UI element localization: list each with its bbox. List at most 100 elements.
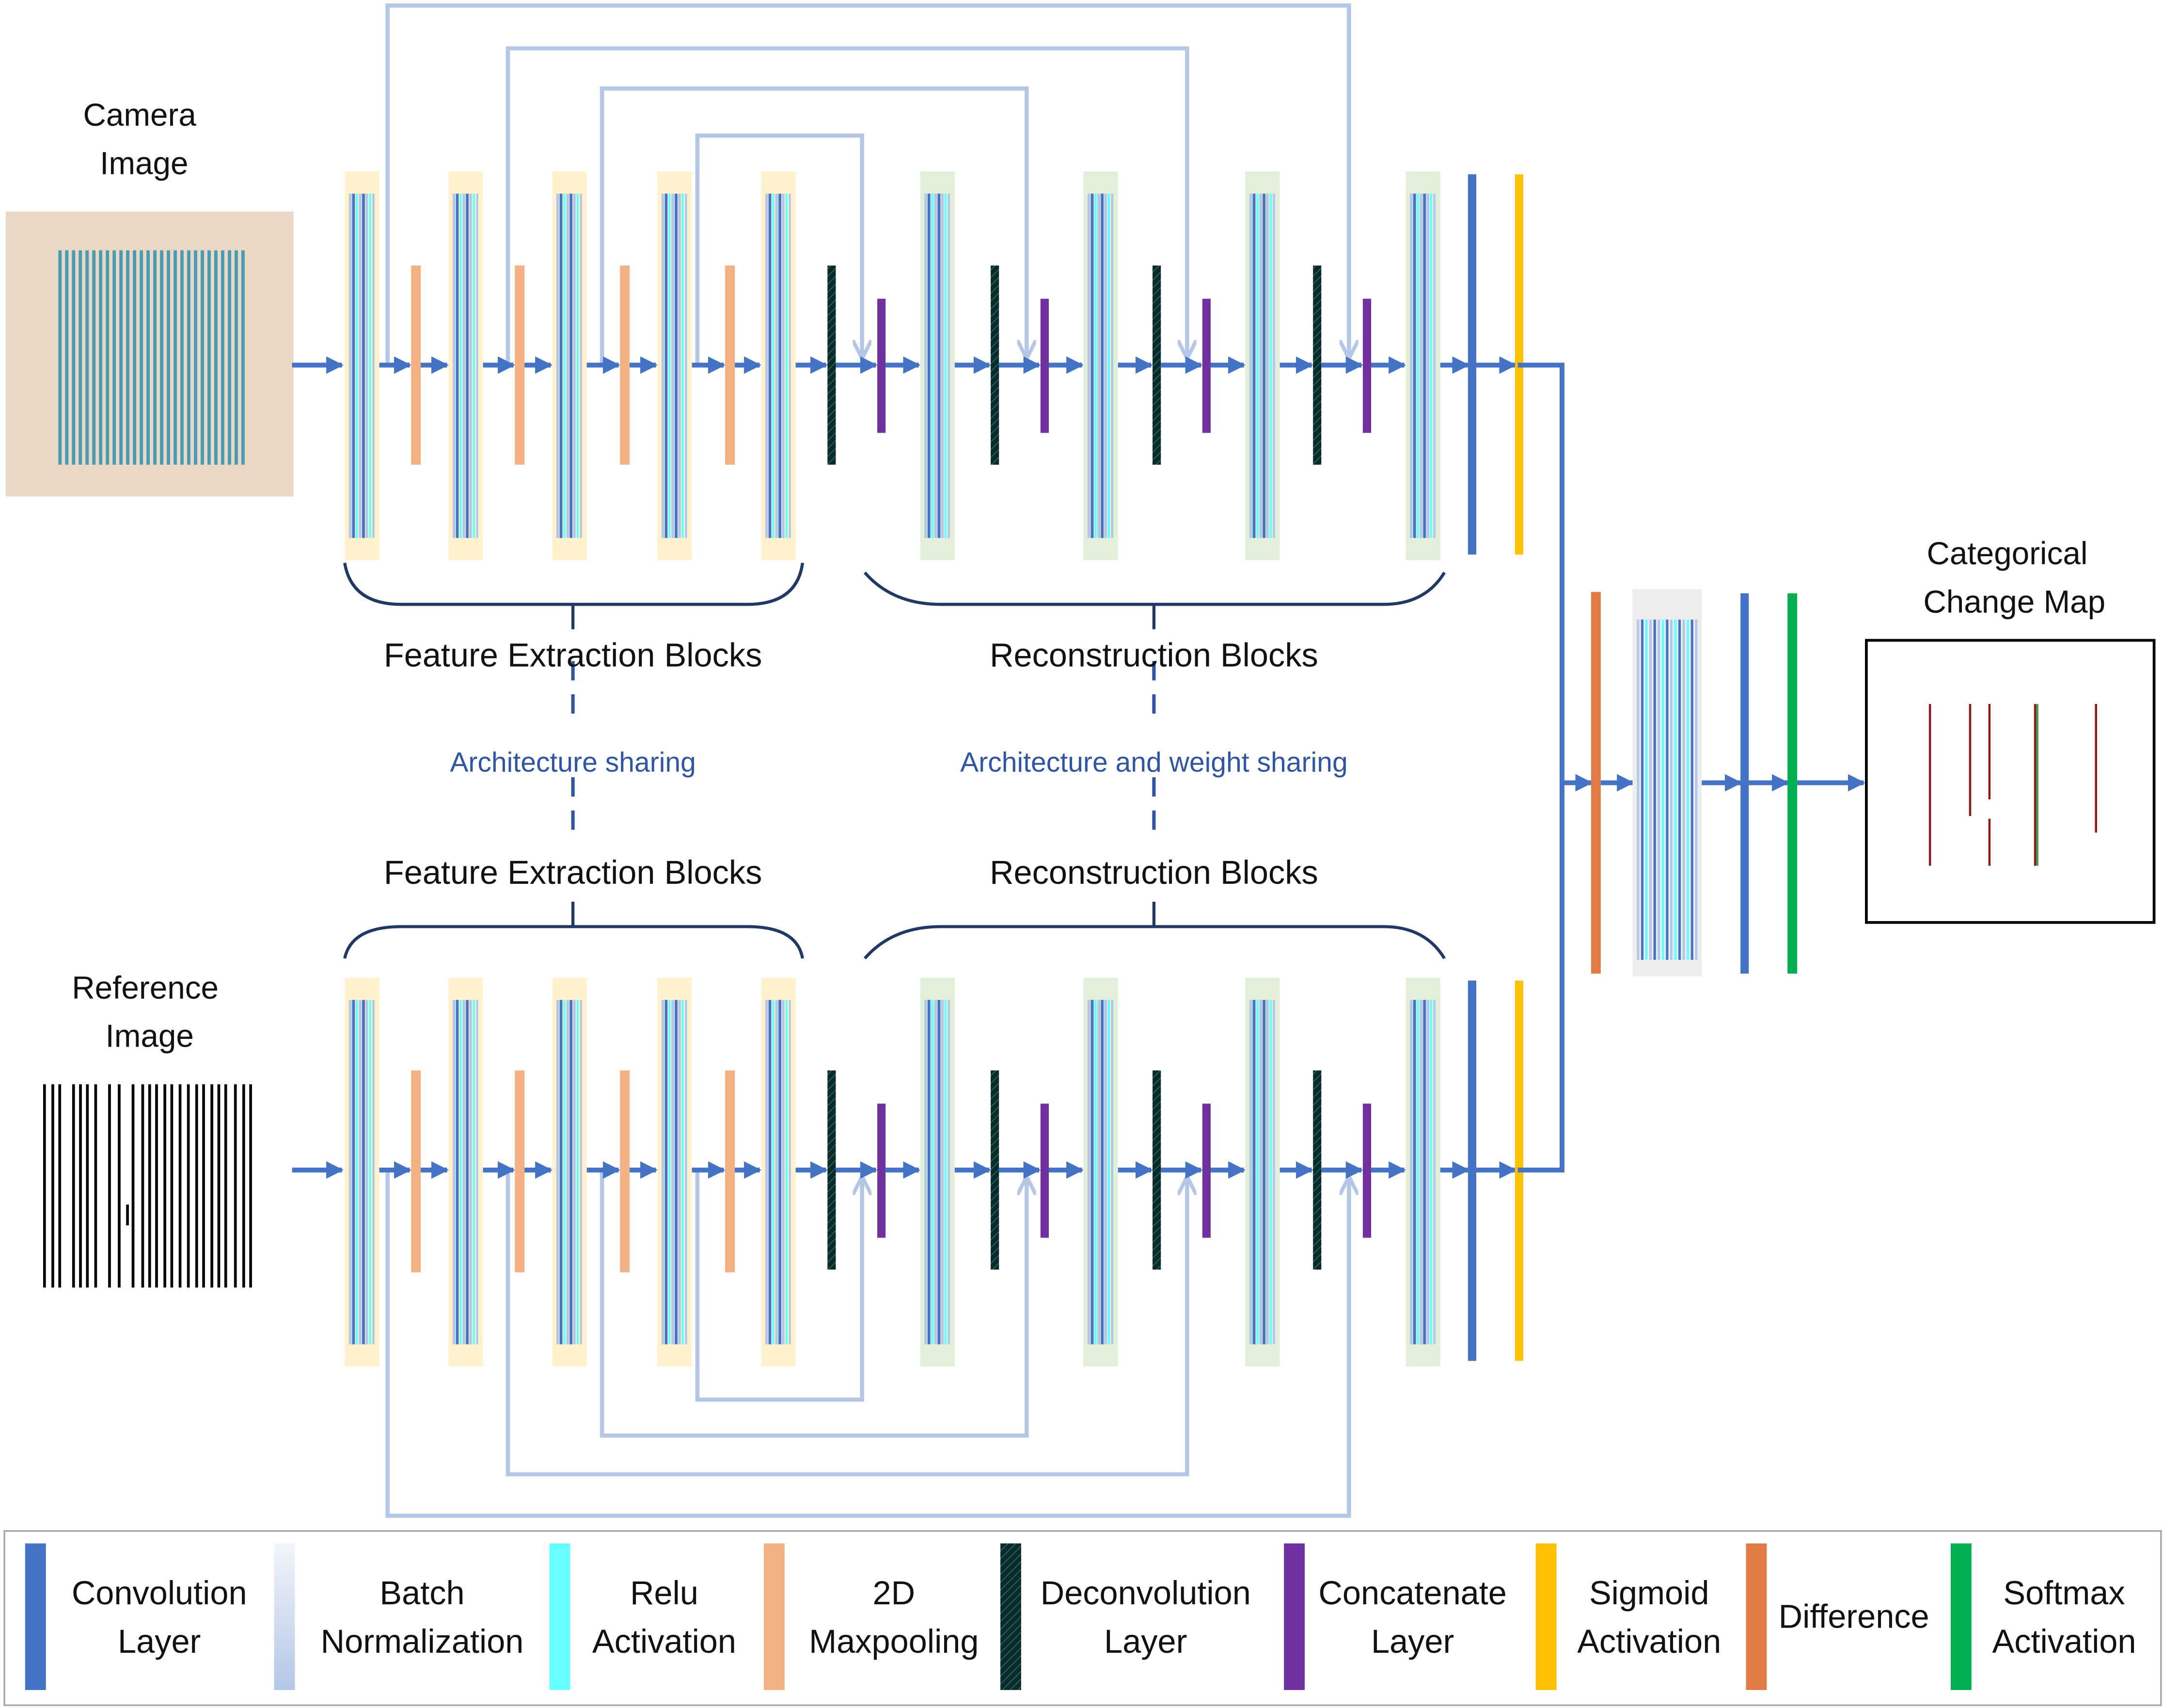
fusion-section xyxy=(1517,362,1865,1173)
maxpooling-layer xyxy=(515,1070,525,1272)
architecture-sharing-label: Architecture sharing xyxy=(450,747,696,778)
feature-extraction-label-bottom: Feature Extraction Blocks xyxy=(384,854,762,891)
deconvolution-layer-icon xyxy=(1000,1543,1021,1690)
legend-item-sigmoid-activation: Sigmoid Activation xyxy=(1535,1543,1721,1690)
maxpooling-layer xyxy=(515,266,525,465)
camera-stripe xyxy=(92,250,96,465)
relu-activation-icon xyxy=(549,1543,570,1690)
skip-connection xyxy=(600,1170,1027,1438)
encoder-block xyxy=(761,171,796,560)
skip-connection xyxy=(385,3,1349,365)
merge-connector xyxy=(1517,362,1564,1173)
legend-label-line: Activation xyxy=(1577,1623,1721,1660)
encoder-block xyxy=(345,171,379,560)
legend-item-difference-layer: Difference xyxy=(1746,1543,1929,1690)
camera-stripe xyxy=(174,250,177,465)
reconstruction-label-top: Reconstruction Blocks xyxy=(990,637,1318,674)
camera-stripe xyxy=(228,250,231,465)
decoder-block xyxy=(1406,977,1440,1366)
concatenate-layer xyxy=(877,1103,886,1238)
decoder-block xyxy=(1083,977,1118,1366)
camera-stripe xyxy=(234,250,238,465)
maxpooling-layer xyxy=(620,266,630,465)
decoder-block xyxy=(1245,171,1280,560)
skip-connections xyxy=(385,1170,1349,1518)
difference-layer xyxy=(1591,592,1601,974)
legend-box xyxy=(3,1530,2162,1707)
concatenate-layer xyxy=(877,298,886,433)
braces xyxy=(343,563,1446,960)
brace-reconstruction-bottom xyxy=(864,901,1446,960)
legend-label-line: Layer xyxy=(1104,1623,1187,1660)
decoder-block xyxy=(1083,171,1118,560)
deconvolution-layer xyxy=(991,266,999,465)
camera-stripe xyxy=(133,250,137,465)
camera-image-panel xyxy=(5,211,294,497)
legend-label-line: Difference xyxy=(1779,1598,1929,1635)
legend-item-convolution-layer: Convolution Layer xyxy=(25,1543,247,1690)
legend-label-line: Activation xyxy=(1992,1623,2136,1660)
legend-label: 2D Maxpooling xyxy=(809,1574,979,1660)
legend-label-line: Sigmoid xyxy=(1589,1574,1709,1612)
legend-item-relu-activation: Relu Activation xyxy=(549,1543,736,1690)
legend-label-line: Maxpooling xyxy=(809,1623,979,1660)
encoder-block xyxy=(448,171,483,560)
camera-stripe xyxy=(167,250,170,465)
camera-stripe xyxy=(112,250,116,465)
legend-item-softmax-activation: Softmax Activation xyxy=(1950,1543,2136,1690)
deconvolution-layer xyxy=(827,1070,836,1270)
sharing-connectors xyxy=(571,661,1156,844)
reference-branch-network xyxy=(292,977,1524,1518)
legend-item-concatenate-layer: Concatenate Layer xyxy=(1284,1543,1507,1690)
camera-stripe xyxy=(106,250,110,465)
camera-stripe xyxy=(194,250,197,465)
decoder-block xyxy=(1406,171,1440,560)
camera-stripe xyxy=(99,250,103,465)
legend-label: Convolution Layer xyxy=(72,1574,247,1660)
camera-stripe xyxy=(221,250,224,465)
reference-image-label: Reference Image xyxy=(72,970,227,1054)
camera-stripe xyxy=(65,250,69,465)
concatenate-layer xyxy=(1202,298,1211,433)
deconvolution-layer xyxy=(991,1070,999,1270)
legend-label-line: 2D xyxy=(873,1574,916,1612)
legend-item-deconvolution-layer: Deconvolution Layer xyxy=(1000,1543,1251,1690)
camera-stripe xyxy=(241,250,245,465)
decoder-block xyxy=(920,171,955,560)
change-map-frame xyxy=(1865,639,2156,924)
maxpooling-layer xyxy=(411,266,421,465)
concatenate-layer xyxy=(1362,298,1372,433)
legend-item-maxpooling: 2D Maxpooling xyxy=(764,1543,979,1690)
legend-label: Softmax Activation xyxy=(1992,1574,2136,1660)
legend-label-line: Normalization xyxy=(321,1623,524,1660)
softmax-activation-icon xyxy=(1950,1543,1972,1690)
legend-label: Batch Normalization xyxy=(321,1574,524,1660)
softmax-activation-layer xyxy=(1787,593,1798,974)
deconvolution-layer xyxy=(1313,266,1322,465)
decoder-block xyxy=(920,977,955,1366)
maxpooling-layer xyxy=(725,1070,735,1272)
deconvolution-layer xyxy=(1153,1070,1161,1270)
output-map-label: Categorical Change Map xyxy=(1923,536,2105,620)
skip-connection xyxy=(600,86,1027,365)
encoder-block xyxy=(552,171,587,560)
convolution-layer-icon xyxy=(25,1543,46,1690)
legend-label: Deconvolution Layer xyxy=(1041,1574,1251,1660)
encoder-block xyxy=(657,977,692,1366)
camera-stripe xyxy=(72,250,76,465)
deconvolution-layer xyxy=(1313,1070,1322,1270)
legend-item-batch-normalization: Batch Normalization xyxy=(274,1543,524,1690)
legend-label: Difference xyxy=(1779,1598,1929,1635)
brace-reconstruction-top xyxy=(864,571,1446,629)
camera-stripe xyxy=(187,250,190,465)
camera-stripe xyxy=(58,250,62,465)
encoder-block xyxy=(657,171,692,560)
skip-connection xyxy=(695,1170,862,1402)
camera-stripe xyxy=(160,250,163,465)
concatenate-layer xyxy=(1362,1103,1372,1238)
legend-label-line: Relu xyxy=(630,1574,698,1612)
camera-stripe xyxy=(119,250,123,465)
encoder-block xyxy=(448,977,483,1366)
camera-image-label: Camera Image xyxy=(83,97,205,181)
